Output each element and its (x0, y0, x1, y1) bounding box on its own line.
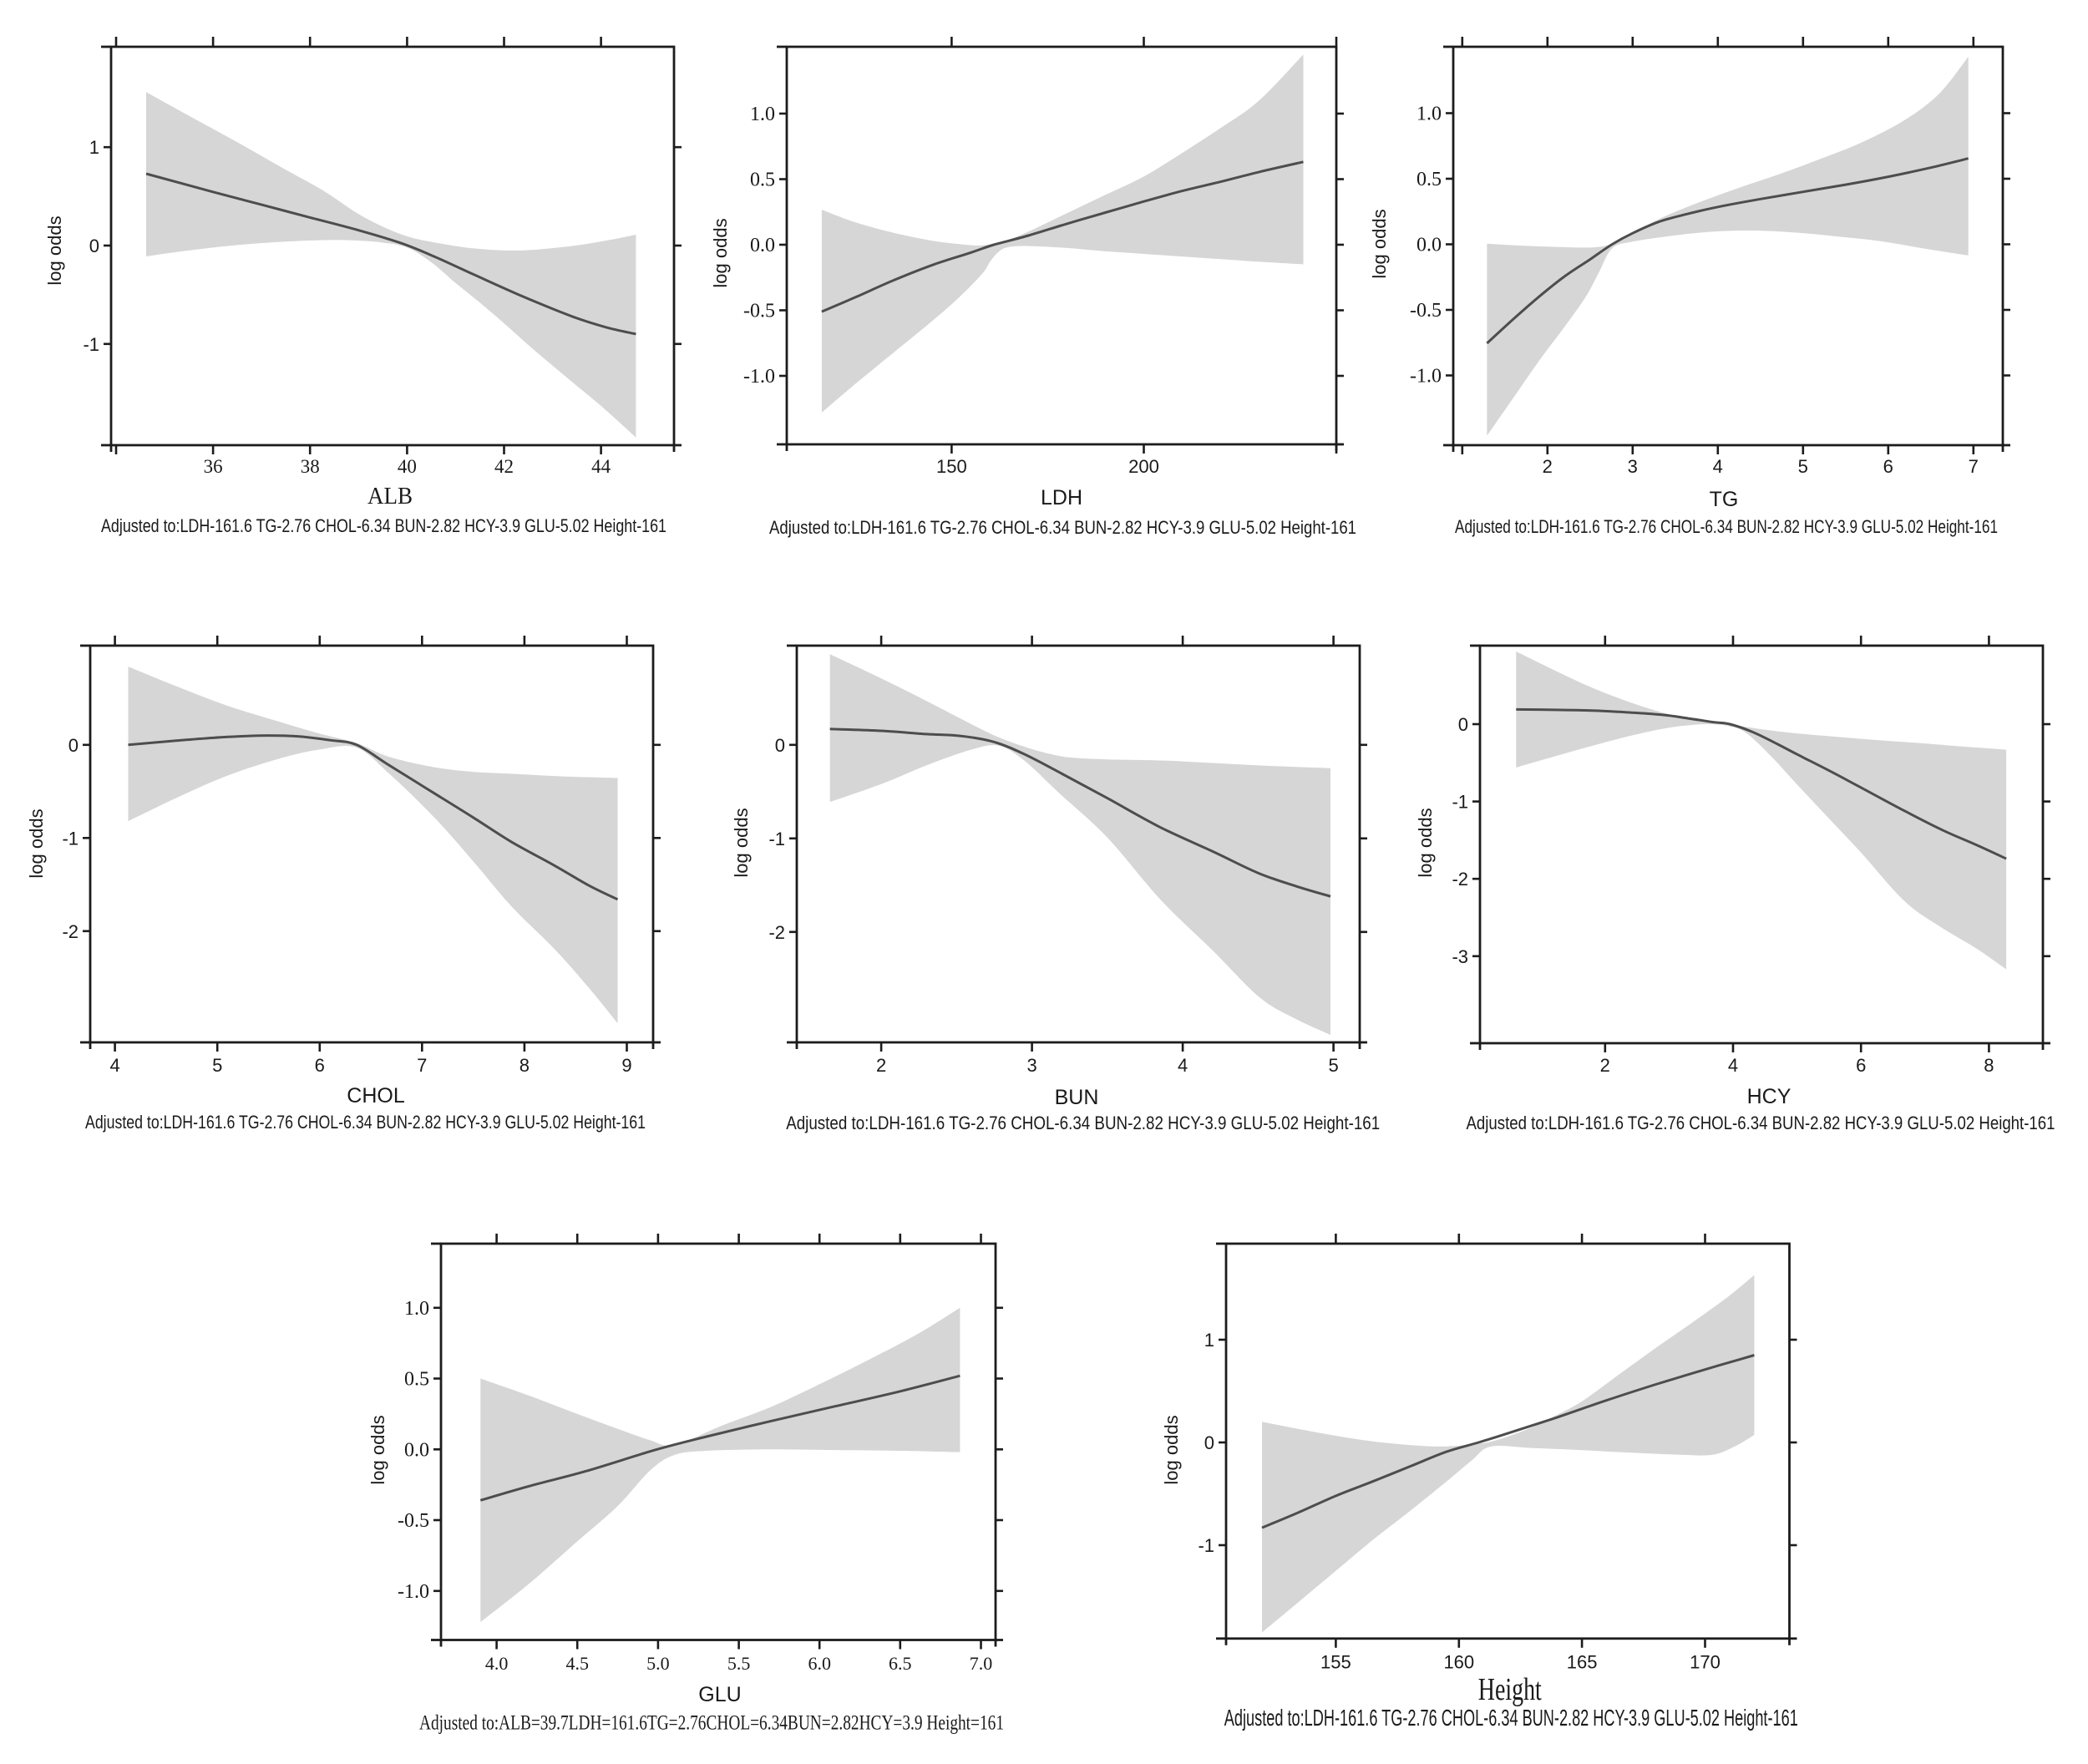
svg-text:4: 4 (1178, 1055, 1188, 1076)
svg-text:Adjusted to:LDH-161.6 TG-2.76: Adjusted to:LDH-161.6 TG-2.76 CHOL-6.34 … (1224, 1705, 1798, 1731)
svg-text:1.0: 1.0 (750, 104, 775, 125)
svg-text:log odds: log odds (367, 1415, 388, 1484)
svg-text:log odds: log odds (1161, 1415, 1182, 1484)
svg-text:9: 9 (621, 1055, 631, 1076)
svg-text:0.5: 0.5 (1416, 169, 1442, 190)
svg-text:-3: -3 (1452, 946, 1468, 967)
svg-text:6.5: 6.5 (889, 1653, 912, 1674)
svg-text:0: 0 (1204, 1432, 1214, 1453)
svg-text:2: 2 (1600, 1055, 1610, 1076)
svg-text:5.0: 5.0 (646, 1653, 670, 1674)
svg-text:0.0: 0.0 (1416, 235, 1442, 256)
svg-text:0: 0 (1458, 714, 1468, 735)
svg-text:0.5: 0.5 (750, 170, 775, 191)
svg-text:Adjusted to:LDH-161.6 TG-2.76: Adjusted to:LDH-161.6 TG-2.76 CHOL-6.34 … (769, 517, 1356, 538)
svg-text:Adjusted to:LDH-161.6 TG-2.76: Adjusted to:LDH-161.6 TG-2.76 CHOL-6.34 … (101, 515, 666, 536)
svg-text:-0.5: -0.5 (398, 1510, 429, 1532)
svg-text:-1: -1 (83, 334, 99, 355)
svg-text:160: 160 (1443, 1652, 1474, 1673)
svg-text:log odds: log odds (1369, 209, 1390, 278)
svg-text:TG: TG (1710, 488, 1739, 511)
svg-text:2: 2 (1543, 456, 1553, 477)
svg-text:-1: -1 (62, 828, 79, 849)
svg-text:-2: -2 (62, 921, 79, 942)
svg-text:0.0: 0.0 (404, 1439, 429, 1461)
svg-text:-1.0: -1.0 (743, 366, 775, 388)
svg-text:1: 1 (1204, 1330, 1214, 1351)
svg-text:5: 5 (1798, 456, 1808, 477)
svg-text:ALB: ALB (367, 483, 413, 509)
svg-text:0: 0 (89, 236, 99, 256)
svg-text:170: 170 (1690, 1652, 1721, 1673)
svg-text:-2: -2 (1452, 869, 1468, 890)
svg-text:GLU: GLU (698, 1683, 741, 1706)
svg-text:0.0: 0.0 (750, 235, 775, 256)
svg-text:1.0: 1.0 (404, 1298, 429, 1320)
svg-text:40: 40 (398, 456, 417, 477)
svg-text:36: 36 (204, 456, 223, 477)
svg-text:4.5: 4.5 (565, 1653, 589, 1674)
svg-text:8: 8 (1984, 1055, 1994, 1076)
svg-text:HCY: HCY (1747, 1085, 1792, 1108)
svg-text:Adjusted to:LDH-161.6 TG-2.76: Adjusted to:LDH-161.6 TG-2.76 CHOL-6.34 … (1467, 1113, 2055, 1133)
svg-text:165: 165 (1567, 1652, 1598, 1673)
svg-text:200: 200 (1128, 456, 1159, 477)
svg-text:-1: -1 (768, 829, 785, 849)
svg-text:7: 7 (1969, 456, 1979, 477)
svg-text:log odds: log odds (731, 808, 752, 877)
svg-text:log odds: log odds (26, 808, 47, 878)
svg-text:-1.0: -1.0 (1410, 366, 1442, 388)
svg-text:42: 42 (494, 456, 514, 477)
svg-text:6: 6 (315, 1055, 325, 1076)
svg-text:7: 7 (417, 1055, 427, 1076)
svg-text:8: 8 (519, 1055, 530, 1076)
svg-text:5.5: 5.5 (727, 1653, 751, 1674)
svg-text:0.5: 0.5 (404, 1369, 429, 1391)
svg-text:7.0: 7.0 (970, 1653, 993, 1674)
svg-text:44: 44 (591, 456, 611, 477)
svg-text:3: 3 (1628, 456, 1638, 477)
svg-text:CHOL: CHOL (347, 1084, 405, 1108)
svg-text:1.0: 1.0 (1416, 104, 1442, 125)
svg-text:2: 2 (876, 1055, 886, 1076)
svg-text:6: 6 (1856, 1055, 1866, 1076)
svg-text:0: 0 (775, 735, 785, 756)
svg-text:150: 150 (936, 456, 967, 477)
svg-text:5: 5 (1328, 1055, 1338, 1076)
svg-text:BUN: BUN (1055, 1086, 1099, 1109)
svg-text:0: 0 (68, 735, 79, 756)
svg-text:4.0: 4.0 (485, 1653, 509, 1674)
svg-text:6: 6 (1883, 456, 1893, 477)
svg-text:Adjusted to:LDH-161.6 TG-2.76: Adjusted to:LDH-161.6 TG-2.76 CHOL-6.34 … (786, 1113, 1380, 1133)
svg-text:Adjusted to:LDH-161.6 TG-2.76: Adjusted to:LDH-161.6 TG-2.76 CHOL-6.34 … (85, 1112, 646, 1133)
svg-text:-1: -1 (1198, 1535, 1214, 1556)
svg-text:-1: -1 (1452, 792, 1468, 813)
svg-text:-1.0: -1.0 (398, 1581, 429, 1603)
svg-text:-0.5: -0.5 (743, 301, 775, 322)
svg-text:Height: Height (1478, 1672, 1542, 1707)
svg-text:Adjusted to:LDH-161.6 TG-2.76: Adjusted to:LDH-161.6 TG-2.76 CHOL-6.34 … (1455, 516, 1998, 537)
svg-text:5: 5 (212, 1055, 222, 1076)
svg-text:6.0: 6.0 (808, 1653, 831, 1674)
svg-text:4: 4 (1713, 456, 1723, 477)
svg-text:-0.5: -0.5 (1410, 300, 1442, 322)
svg-text:4: 4 (1728, 1055, 1738, 1076)
svg-text:log odds: log odds (710, 218, 731, 287)
svg-text:LDH: LDH (1041, 486, 1082, 509)
svg-text:3: 3 (1026, 1055, 1036, 1076)
svg-text:log odds: log odds (1415, 808, 1436, 877)
svg-text:-2: -2 (768, 922, 785, 943)
svg-text:4: 4 (109, 1055, 119, 1076)
svg-text:log odds: log odds (44, 215, 65, 285)
svg-text:38: 38 (301, 456, 320, 477)
svg-text:155: 155 (1320, 1652, 1351, 1673)
svg-text:1: 1 (89, 137, 99, 158)
svg-text:Adjusted to:ALB=39.7LDH=161.6T: Adjusted to:ALB=39.7LDH=161.6TG=2.76CHOL… (419, 1712, 1004, 1735)
